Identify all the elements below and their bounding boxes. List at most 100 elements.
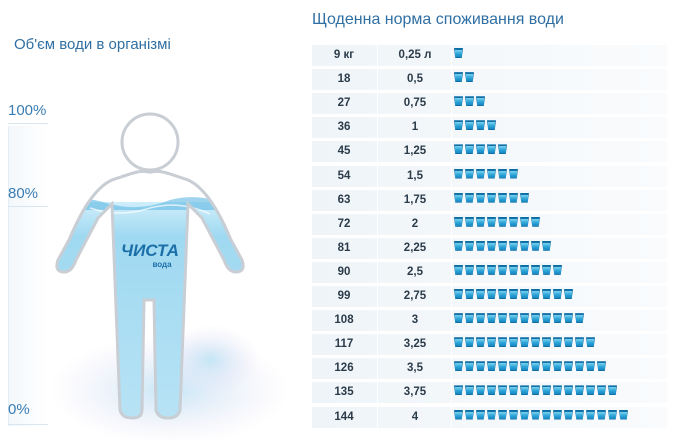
water-glass-icon — [564, 289, 573, 299]
water-glass-icon — [476, 96, 485, 107]
water-glass-icon — [531, 240, 540, 251]
water-glass-icon — [454, 72, 463, 83]
column-divider — [377, 382, 378, 404]
column-divider — [377, 334, 378, 356]
water-glass-icon — [520, 240, 529, 251]
cups-bar — [454, 120, 498, 134]
water-glass-icon — [564, 385, 573, 396]
column-divider — [377, 406, 378, 428]
water-glass-icon — [476, 192, 485, 203]
column-divider — [377, 213, 378, 235]
water-glass-icon — [542, 240, 551, 251]
weight-cell: 45 — [337, 145, 351, 158]
water-glass-icon — [509, 216, 518, 227]
water-glass-icon — [542, 337, 551, 348]
water-glass-icon — [454, 409, 463, 420]
water-glass-icon — [465, 264, 474, 275]
cups-bar — [454, 216, 542, 231]
water-glass-icon — [498, 168, 507, 179]
table-row: 135 3,75 — [312, 381, 667, 404]
water-glass-icon — [465, 192, 474, 203]
column-divider — [451, 45, 452, 66]
water-glass-icon — [487, 264, 496, 275]
water-glass-icon — [476, 120, 485, 131]
water-glass-icon — [542, 409, 551, 420]
table-row: 63 1,75 — [312, 189, 667, 211]
table-row: 36 1 — [312, 116, 667, 139]
column-divider — [377, 189, 378, 211]
cups-bar — [454, 96, 487, 110]
water-glass-icon — [509, 264, 518, 275]
scale-label-0: 0% — [8, 401, 30, 418]
column-divider — [451, 261, 452, 283]
water-glass-icon — [454, 144, 463, 155]
water-glass-icon — [553, 409, 562, 420]
cups-bar — [454, 264, 564, 279]
scale-label-100: 100% — [8, 102, 47, 119]
water-glass-icon — [498, 289, 507, 299]
logo-brand: ЧИСТА — [121, 241, 179, 260]
water-glass-icon — [465, 313, 474, 324]
volume-cell: 2,75 — [403, 290, 427, 302]
table-row: 45 1,25 — [312, 140, 667, 163]
water-glass-icon — [476, 337, 485, 348]
table-row: 108 3 — [312, 309, 667, 332]
water-glass-icon — [465, 168, 474, 179]
water-glass-icon — [487, 361, 496, 372]
table-row: 18 0,5 — [312, 68, 667, 91]
water-glass-icon — [531, 313, 540, 324]
water-glass-icon — [564, 409, 573, 420]
water-glass-icon — [564, 337, 573, 348]
water-glass-icon — [465, 409, 474, 420]
water-glass-icon — [520, 264, 529, 275]
water-glass-icon — [487, 120, 496, 131]
water-glass-icon — [476, 409, 485, 420]
row-background — [312, 93, 667, 115]
water-glass-icon — [575, 409, 584, 420]
water-glass-icon — [564, 313, 573, 324]
water-glass-icon — [454, 264, 463, 275]
table-row: 81 2,25 — [312, 237, 667, 259]
cups-bar — [454, 168, 520, 183]
volume-cell: 2 — [411, 217, 419, 230]
water-glass-icon — [498, 192, 507, 203]
water-glass-icon — [454, 385, 463, 396]
water-glass-icon — [586, 409, 595, 420]
column-divider — [377, 286, 378, 307]
water-glass-icon — [553, 385, 562, 396]
water-glass-icon — [476, 240, 485, 251]
water-glass-icon — [509, 409, 518, 420]
column-divider — [451, 189, 452, 211]
column-divider — [377, 310, 378, 332]
water-glass-icon — [498, 385, 507, 396]
column-divider — [451, 406, 452, 428]
water-glass-icon — [454, 337, 463, 348]
water-glass-icon — [531, 337, 540, 348]
water-glass-icon — [509, 289, 518, 299]
water-glass-icon — [476, 361, 485, 372]
water-glass-icon — [542, 313, 551, 324]
logo-sub: вода — [152, 260, 172, 269]
water-glass-icon — [575, 337, 584, 348]
water-glass-icon — [531, 289, 540, 299]
water-glass-icon — [575, 361, 584, 372]
water-glass-icon — [509, 168, 518, 179]
cups-bar — [454, 192, 531, 207]
volume-cell: 0,5 — [407, 73, 423, 86]
column-divider — [377, 93, 378, 115]
table-row: 27 0,75 — [312, 92, 667, 115]
volume-cell: 0,25 л — [398, 49, 432, 61]
water-glass-icon — [586, 385, 595, 396]
table-row: 72 2 — [312, 213, 667, 235]
table-row: 126 3,5 — [312, 357, 667, 380]
weight-cell: 81 — [337, 241, 351, 254]
cups-bar — [454, 313, 586, 327]
water-glass-icon — [454, 216, 463, 227]
water-glass-icon — [619, 409, 628, 420]
water-glass-icon — [487, 168, 496, 179]
body-water-title: Об'єм води в організмі — [14, 36, 171, 53]
weight-cell: 36 — [337, 121, 351, 134]
water-glass-icon — [454, 48, 463, 58]
table-row: 117 3,25 — [312, 333, 667, 356]
water-glass-icon — [553, 289, 562, 299]
